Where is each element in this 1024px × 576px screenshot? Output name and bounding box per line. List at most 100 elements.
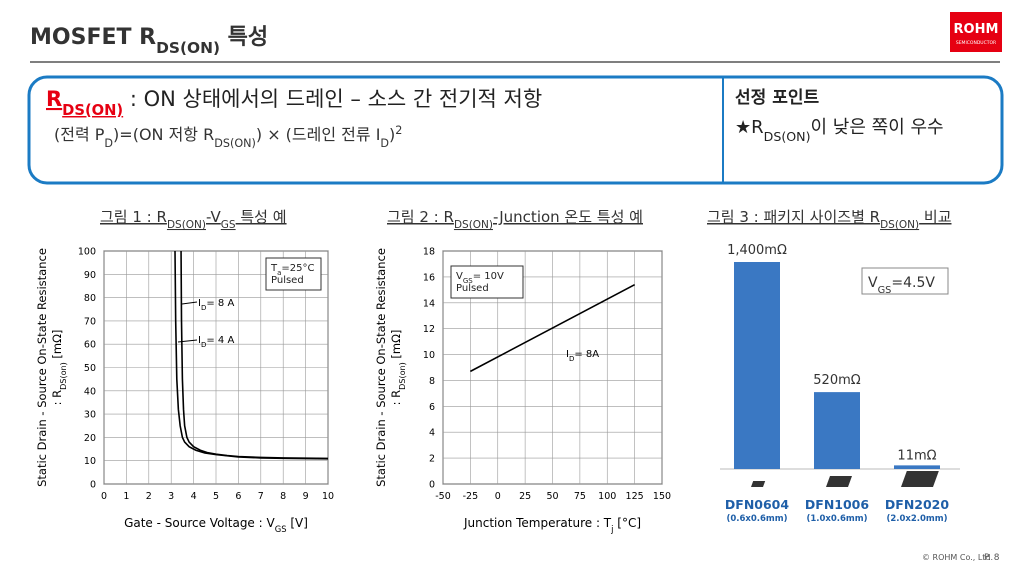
text-part: = 8 A	[206, 298, 234, 309]
point-title: 선정 포인트	[735, 88, 819, 108]
text-part: DS(ON)	[167, 219, 206, 231]
y-tick-label: 80	[84, 293, 96, 304]
x-tick-label: 0	[495, 491, 501, 502]
page-number: P. 8	[984, 553, 1000, 563]
condition-text: Pulsed	[271, 275, 304, 286]
label-leader	[177, 339, 198, 343]
y-tick-label: 6	[429, 402, 435, 413]
value-label: 11mΩ	[897, 448, 936, 463]
x-tick-label: -25	[463, 491, 479, 502]
text-part: GS	[275, 524, 287, 534]
y-axis-label: Static Drain - Source On-State Resistanc…	[35, 248, 49, 487]
text-part: DS(on)	[398, 362, 407, 390]
text-part: Pulsed	[456, 283, 489, 294]
condition-box	[265, 257, 322, 291]
text-part: 비교	[919, 208, 951, 226]
text-part: 2	[395, 124, 402, 137]
text-part: DS(ON)	[156, 39, 220, 57]
x-tick-label: 7	[258, 491, 264, 502]
text-part: )	[389, 125, 395, 144]
slide-title: MOSFET RDS(ON) 특성	[30, 25, 268, 57]
x-tick-label: 125	[626, 491, 644, 502]
y-tick-label: 12	[423, 324, 435, 335]
text-part: = 8A	[574, 349, 599, 360]
y-axis-label-2: : RDS(on) [mΩ]	[50, 330, 68, 406]
x-axis-label: Junction Temperature : Tj [°C]	[463, 516, 641, 534]
label-leader	[181, 301, 198, 305]
x-tick-label: 10	[322, 491, 334, 502]
x-tick-label: 9	[303, 491, 309, 502]
y-tick-label: 0	[429, 480, 435, 491]
text-part: MOSFET R	[30, 25, 156, 50]
text-part: DS(ON)	[454, 219, 493, 231]
x-tick-label: 150	[653, 491, 671, 502]
text-part: Pulsed	[271, 275, 304, 286]
x-tick-label: -50	[435, 491, 451, 502]
x-tick-label: 25	[519, 491, 531, 502]
category-label: DFN2020	[885, 497, 949, 512]
y-tick-label: 70	[84, 316, 96, 327]
text-part: I	[198, 335, 201, 346]
definition-term: DS(ON)	[62, 102, 123, 119]
x-tick-label: 2	[146, 491, 152, 502]
series-label: ID= 8 A	[198, 298, 234, 312]
text-part: 이 낮은 쪽이 우수	[811, 117, 944, 138]
text-part: GS	[221, 219, 236, 231]
y-tick-label: 10	[423, 350, 435, 361]
text-part: 그림 3 : 패키지 사이즈별 R	[707, 208, 880, 226]
text-part: 그림 2 : R	[387, 208, 454, 226]
chart-title: 그림 2 : RDS(ON)-Junction 온도 특성 예	[387, 208, 643, 231]
logo-text: ROHM	[954, 22, 999, 37]
y-axis-label-2: : RDS(on) [mΩ]	[389, 330, 407, 406]
condition-box	[450, 265, 524, 299]
x-tick-label: 4	[191, 491, 197, 502]
text-part: j	[610, 524, 613, 534]
text-part: ) × (드레인 전류 I	[256, 125, 381, 144]
condition-text: Ta=25°C	[270, 263, 315, 277]
x-axis-label: Gate - Source Voltage : VGS [V]	[124, 516, 308, 534]
text-part: DS(ON)	[880, 219, 919, 231]
condition-text: Pulsed	[456, 283, 489, 294]
text-part: 특성	[220, 25, 268, 50]
package-icon	[751, 481, 766, 487]
y-tick-label: 16	[423, 272, 435, 283]
text-part: ★R	[735, 117, 764, 138]
category-sublabel: (1.0x0.6mm)	[806, 514, 867, 524]
point-text: ★RDS(ON)이 낮은 쪽이 우수	[735, 117, 944, 144]
definition: RDS(ON) : ON 상태에서의 드레인 – 소스 간 전기적 저항	[46, 87, 542, 119]
logo-sub: SEMICONDUCTOR	[956, 40, 996, 46]
text-part: =4.5V	[891, 275, 935, 291]
y-tick-label: 90	[84, 270, 96, 281]
copyright: © ROHM Co., Ltd.	[922, 553, 993, 562]
y-axis-label: Static Drain - Source On-State Resistanc…	[374, 248, 388, 487]
definition-text: : ON 상태에서의 드레인 – 소스 간 전기적 저항	[123, 87, 542, 111]
y-tick-label: 10	[84, 456, 96, 467]
y-tick-label: 18	[423, 247, 435, 258]
y-tick-label: 2	[429, 454, 435, 465]
package-icon	[826, 476, 853, 487]
series-line	[470, 283, 635, 373]
y-tick-label: 4	[429, 428, 435, 439]
text-part: DS(ON)	[214, 137, 256, 150]
category-sublabel: (2.0x2.0mm)	[886, 514, 947, 524]
text-part: GS	[878, 285, 892, 296]
text-part: a	[277, 269, 281, 277]
bar	[734, 262, 780, 469]
text-part: V	[868, 275, 878, 291]
text-part: 그림 1 : R	[100, 208, 167, 226]
chart-title: 그림 3 : 패키지 사이즈별 RDS(ON) 비교	[707, 208, 952, 231]
text-part: [mΩ]	[389, 330, 403, 363]
category-sublabel: (0.6x0.6mm)	[726, 514, 787, 524]
text-part: I	[198, 298, 201, 309]
text-part: [mΩ]	[50, 330, 64, 363]
text-part: =25°C	[281, 263, 314, 274]
text-part: I	[566, 349, 569, 360]
text-part: : R	[50, 390, 64, 406]
text-part: = 10V	[473, 271, 504, 282]
text-part: (전력 P	[54, 125, 105, 144]
value-label: 520mΩ	[813, 373, 860, 388]
x-tick-label: 100	[598, 491, 616, 502]
definition-box	[27, 75, 1004, 185]
text-part: D	[201, 341, 206, 349]
